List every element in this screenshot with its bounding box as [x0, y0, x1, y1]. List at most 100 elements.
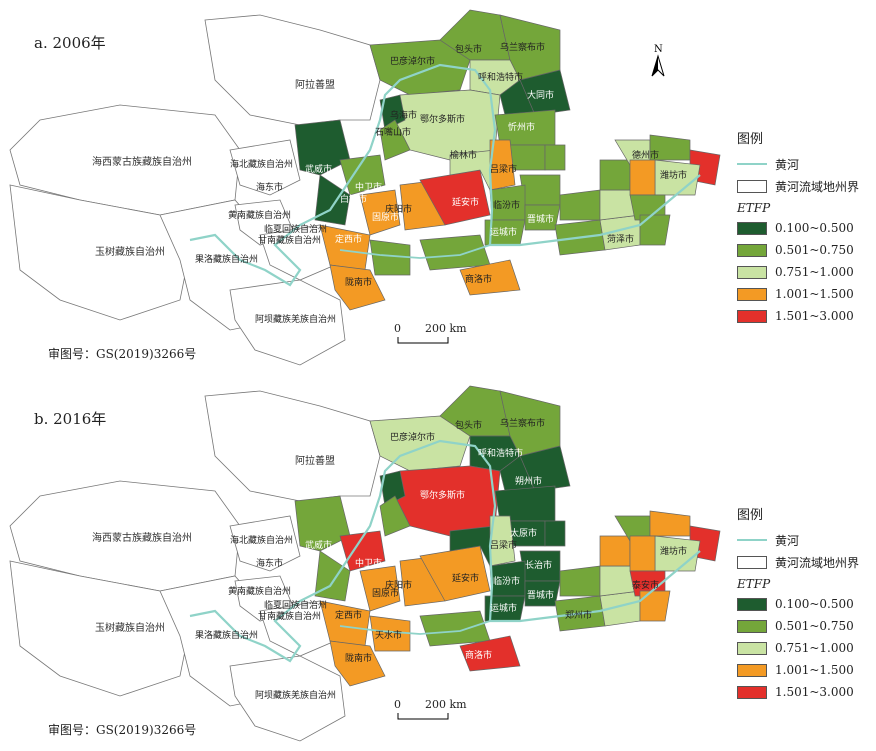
- region-ordos: [394, 465, 501, 537]
- label-taiyuan: 太原市: [510, 527, 537, 539]
- legend-class-label: 1.001~1.500: [775, 287, 854, 301]
- label-ordos: 鄂尔多斯市: [420, 113, 465, 125]
- label-qingyang: 庆阳市: [385, 579, 412, 591]
- label-weifang: 潍坊市: [660, 169, 687, 181]
- region-anyang: [559, 565, 601, 597]
- legend: 图例 黄河 黄河流域地州界 ETFP 0.100~0.500 0.501~0.75…: [737, 128, 859, 327]
- legend-class-label: 1.501~3.000: [775, 309, 854, 323]
- region-guyuan: [359, 565, 401, 612]
- label-changzhi: 长治市: [525, 559, 552, 571]
- region-yangquan: [544, 520, 566, 547]
- region-anyang: [559, 189, 601, 221]
- map-panel-2006: 阿拉善盟 海西蒙古族藏族自治州 玉树藏族自治州 果洛藏族自治州 阿坝藏族羌族自治…: [0, 0, 876, 375]
- legend-class-label: 0.501~0.750: [775, 619, 854, 633]
- label-huangnan: 黄南藏族自治州: [228, 585, 291, 597]
- legend-swatch: [737, 619, 767, 633]
- region-shangluo: [459, 259, 521, 296]
- yellow-river: [189, 439, 701, 663]
- legend-classes: 0.100~0.500 0.501~0.750 0.751~1.000 1.001~1…: [737, 593, 859, 703]
- map-panel-2016: 阿拉善盟 海西蒙古族藏族自治州 玉树藏族自治州 果洛藏族自治州 阿坝藏族羌族自治…: [0, 376, 876, 751]
- legend-class-label: 0.501~0.750: [775, 243, 854, 257]
- legend-class-1: 0.501~0.750: [737, 615, 859, 637]
- region-changzhi: [519, 174, 561, 206]
- region-tianshui: [369, 239, 411, 276]
- region-shangluo: [459, 635, 521, 672]
- river-line-icon: [737, 539, 767, 541]
- region-wuhai: [379, 94, 406, 131]
- region-haibei: [229, 515, 301, 572]
- label-linfen: 临汾市: [493, 199, 520, 211]
- region-yulin: [449, 525, 496, 568]
- label-shizuishan: 石嘴山市: [375, 126, 411, 138]
- label-gannan: 甘南藏族自治州: [258, 610, 321, 622]
- legend-swatch: [737, 597, 767, 611]
- region-ordos: [394, 89, 501, 161]
- region-jining: [639, 590, 671, 622]
- label-ordos: 鄂尔多斯市: [420, 489, 465, 501]
- label-wulanchabu: 乌兰察布市: [500, 417, 545, 429]
- region-haibei: [229, 139, 301, 196]
- wei-river: [339, 244, 491, 259]
- label-yuncheng: 运城市: [490, 602, 517, 614]
- legend-swatch: [737, 243, 767, 257]
- legend-swatch: [737, 641, 767, 655]
- label-yanan: 延安市: [452, 196, 479, 208]
- scale-zero: 0: [394, 698, 401, 711]
- label-hohhot: 呼和浩特市: [478, 447, 523, 459]
- legend-classes: 0.100~0.500 0.501~0.750 0.751~1.000 1.001~1…: [737, 217, 859, 327]
- label-aba: 阿坝藏族羌族自治州: [255, 689, 336, 701]
- label-haidong: 海东市: [256, 557, 283, 569]
- legend: 图例 黄河 黄河流域地州界 ETFP 0.100~0.500 0.501~0.75…: [737, 504, 859, 703]
- label-baiyin: 白银市: [340, 193, 367, 205]
- legend-class-2: 0.751~1.000: [737, 261, 859, 283]
- label-heze: 菏泽市: [607, 233, 634, 245]
- label-guoluo: 果洛藏族自治州: [195, 253, 258, 265]
- label-xinzhou: 忻州市: [508, 121, 535, 133]
- label-yuncheng: 运城市: [490, 226, 517, 238]
- label-shangluo: 商洛市: [465, 273, 492, 285]
- legend-class-label: 1.501~3.000: [775, 685, 854, 699]
- svg-text:N: N: [654, 44, 663, 55]
- label-yushu: 玉树藏族自治州: [95, 621, 165, 634]
- map-svg-2016: 阿拉善盟 海西蒙古族藏族自治州 玉树藏族自治州 果洛藏族自治州 阿坝藏族羌族自治…: [9, 385, 721, 742]
- label-haixi: 海西蒙古族藏族自治州: [92, 531, 192, 544]
- region-xian: [419, 234, 491, 271]
- label-guyuan: 固原市: [372, 587, 399, 599]
- label-longnan: 陇南市: [345, 276, 372, 288]
- region-xian: [419, 610, 491, 647]
- label-yushu: 玉树藏族自治州: [95, 245, 165, 258]
- legend-class-0: 0.100~0.500: [737, 217, 859, 239]
- label-baotou: 包头市: [455, 43, 482, 55]
- label-taian: 泰安市: [632, 579, 659, 591]
- label-dingxi: 定西市: [335, 609, 362, 621]
- region-shizuishan: [379, 495, 411, 537]
- region-shizuishan: [379, 119, 411, 161]
- legend-etfp: ETFP: [737, 577, 771, 591]
- label-hohhot: 呼和浩特市: [478, 71, 523, 83]
- label-gannan: 甘南藏族自治州: [258, 234, 321, 246]
- legend-class-label: 1.001~1.500: [775, 663, 854, 677]
- region-liaocheng: [599, 535, 631, 567]
- region-jining: [639, 214, 671, 246]
- region-gannan: [259, 600, 336, 657]
- scale-distance: 200 km: [425, 698, 467, 711]
- label-lvliang: 吕梁市: [490, 163, 517, 175]
- region-jinan: [629, 159, 656, 196]
- label-linfen: 临汾市: [493, 575, 520, 587]
- legend-class-4: 1.501~3.000: [737, 305, 859, 327]
- region-yushu: [9, 560, 191, 697]
- label-yanan: 延安市: [452, 572, 479, 584]
- label-alxa: 阿拉善盟: [295, 454, 335, 467]
- legend-boundary: 黄河流域地州界: [737, 175, 859, 197]
- legend-title: 图例: [737, 132, 764, 147]
- region-jinan: [629, 535, 656, 572]
- region-wuwei: [294, 119, 351, 176]
- legend-boundary: 黄河流域地州界: [737, 551, 859, 573]
- legend-swatch: [737, 221, 767, 235]
- label-haixi: 海西蒙古族藏族自治州: [92, 155, 192, 168]
- region-tianshui: [369, 615, 411, 652]
- region-wuhai: [379, 470, 406, 507]
- label-huangnan: 黄南藏族自治州: [228, 209, 291, 221]
- panel-title: a. 2006年: [34, 34, 106, 52]
- label-jincheng: 晋城市: [527, 213, 554, 225]
